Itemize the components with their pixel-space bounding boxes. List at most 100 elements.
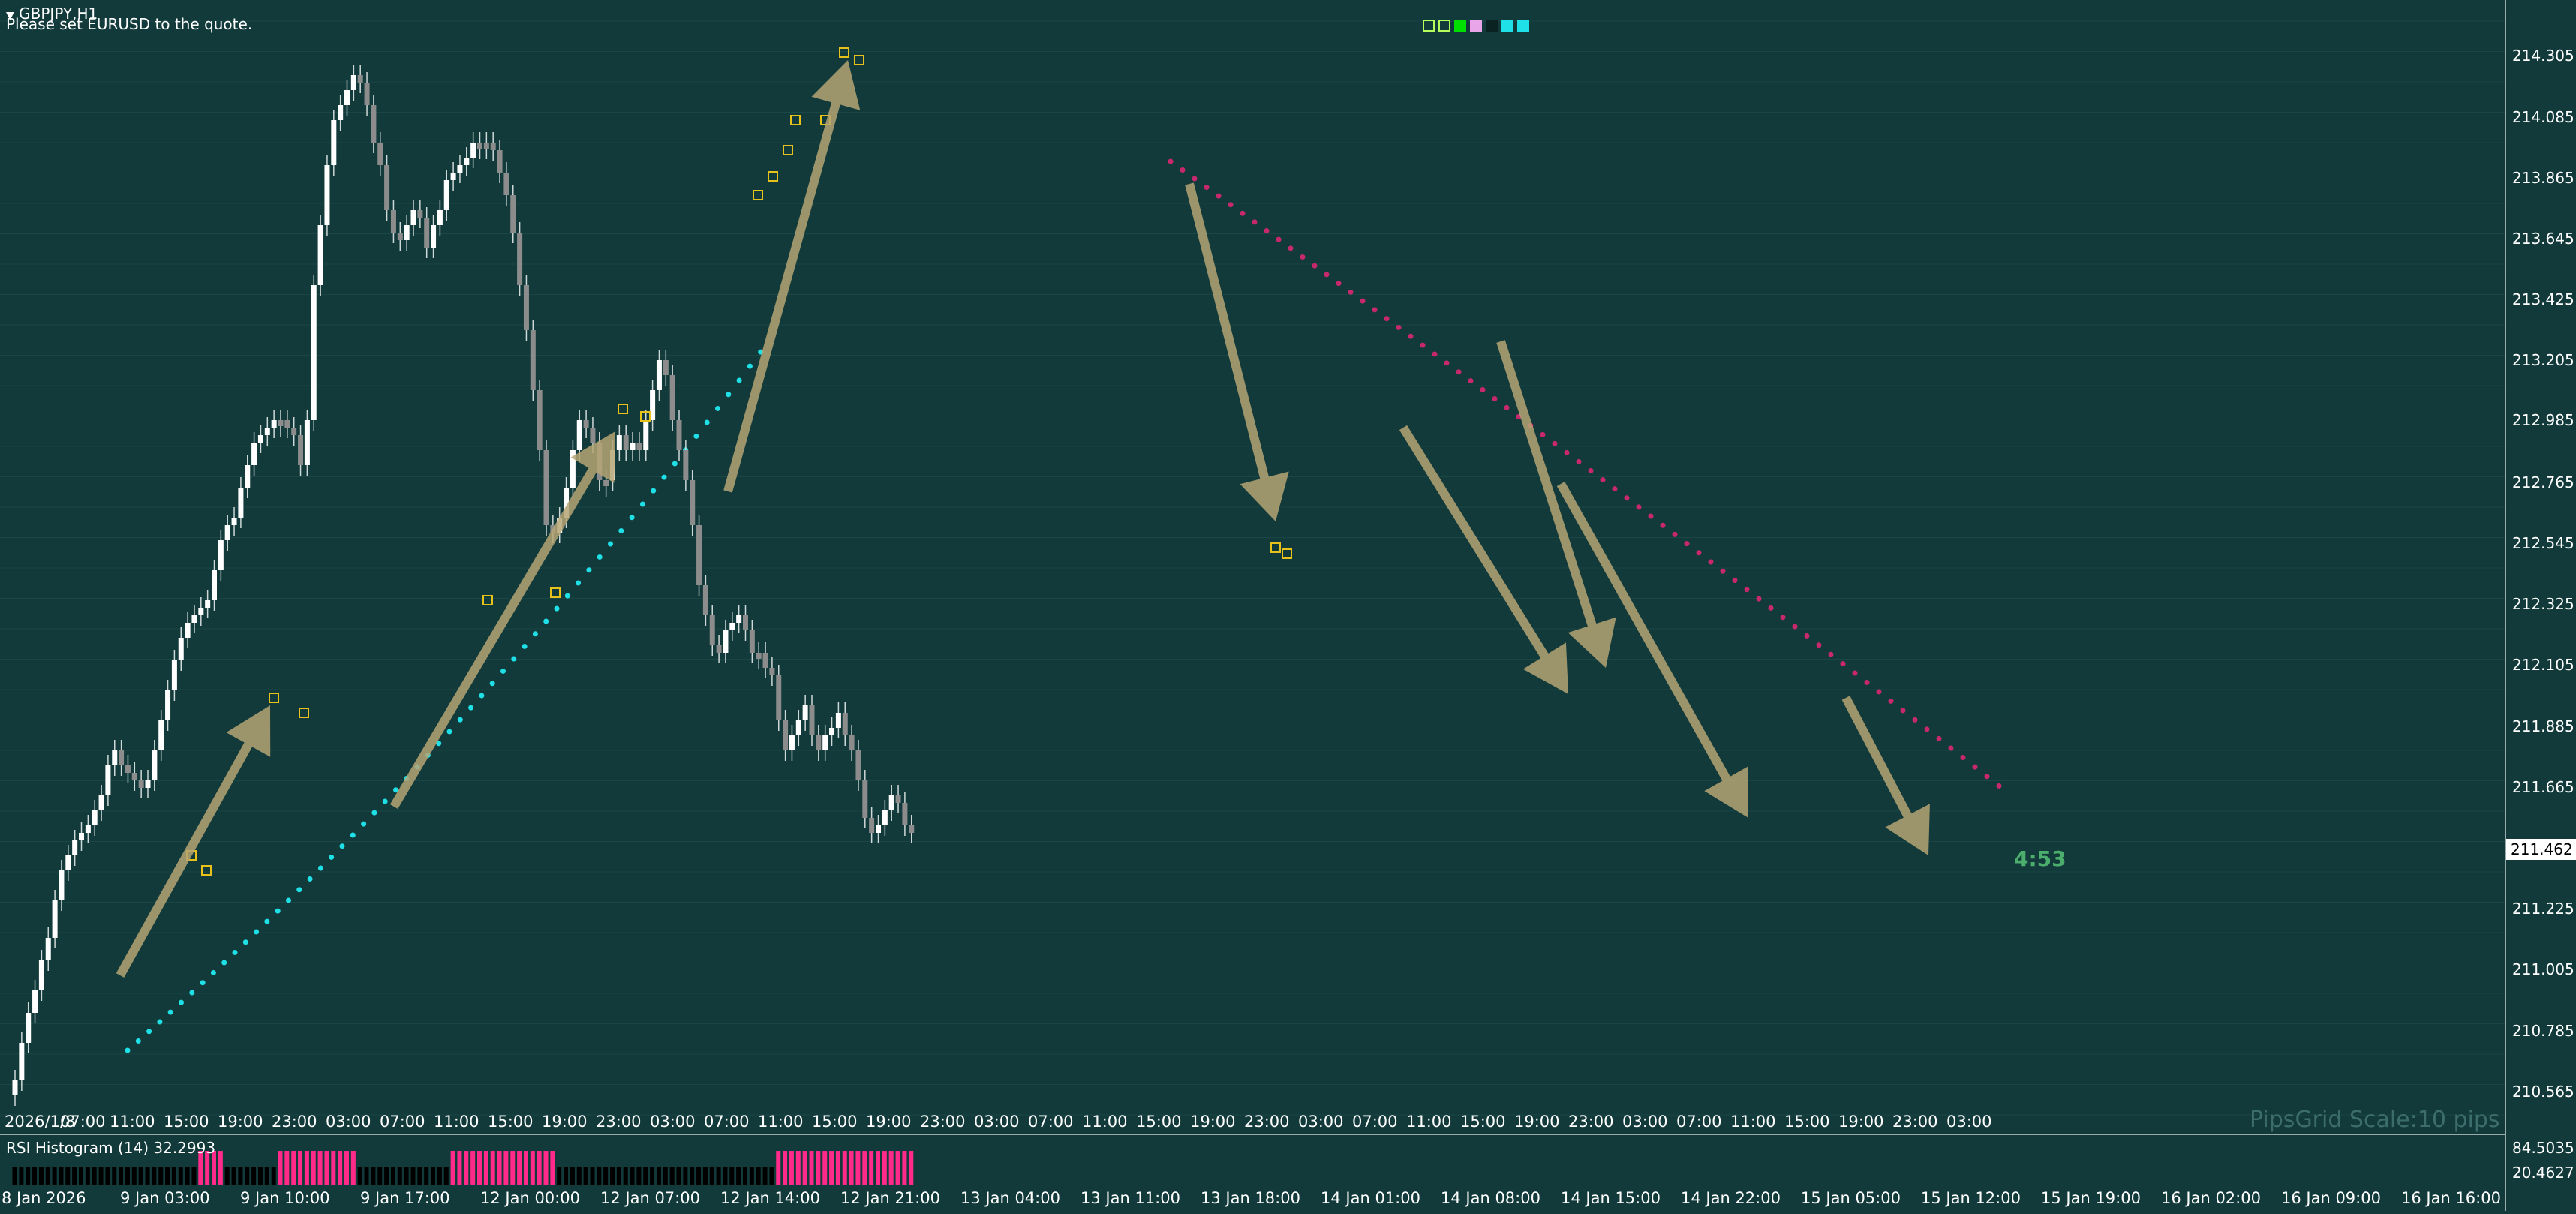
candle-body [257,435,263,443]
rsi-bar [729,1167,735,1185]
trail-dot [747,363,753,369]
trail-dot [307,876,313,882]
trail-dot [179,999,184,1005]
symbol-label[interactable]: ▼ GBPJPY,H1 [6,5,98,23]
bottom-time-label: 15 Jan 12:00 [1921,1189,2021,1207]
time-label: 15:00 [1460,1113,1506,1131]
rsi-bar [417,1167,422,1185]
candle-body [152,750,158,780]
trail-dot [146,1029,152,1035]
candle-body [643,420,649,450]
candle-body [470,143,476,158]
rsi-bar [663,1167,668,1185]
candle-body [616,435,622,450]
trail-dot [1480,387,1486,393]
candle-body [32,990,38,1013]
time-label: 03:00 [1946,1113,1992,1131]
trend-arrow [389,431,615,810]
rsi-bar [590,1167,595,1185]
rsi-bar [92,1167,97,1185]
rsi-bar [19,1167,24,1185]
trail-dot [1804,633,1810,639]
candle-body [729,623,735,630]
candle-body [895,795,901,803]
trail-dot [1372,307,1378,313]
rsi-bar [876,1151,880,1185]
rsi-bar [656,1167,661,1185]
trail-dot [1768,605,1774,611]
candle-body [119,750,125,765]
cross-icon[interactable] [1517,20,1529,32]
bottom-time-label: 16 Jan 02:00 [2161,1189,2261,1207]
signal-marker [1282,548,1292,559]
bottom-time-label: 9 Jan 10:00 [240,1189,330,1207]
rsi-bar [723,1167,728,1185]
rsi-bar [570,1167,575,1185]
candle-body [212,570,217,600]
candle-body [437,210,443,225]
candle-body [769,668,775,675]
rsi-axis-top: 84.5035 [2512,1139,2574,1157]
rsi-bar [278,1151,283,1185]
signal-marker [753,190,763,200]
trail-dot [1684,541,1690,547]
trail-dot [651,488,657,494]
signal-marker [482,595,493,605]
rsi-bar [85,1167,90,1185]
candle-body [630,443,636,450]
square-pink-icon[interactable] [1470,20,1482,32]
trail-dot [586,567,592,573]
rsi-bar [26,1167,31,1185]
lines-icon[interactable] [1501,20,1513,32]
candle-body [443,180,449,210]
trail-dot [1444,360,1450,366]
trail-dot [1408,333,1414,339]
candle-body [344,90,350,105]
rsi-bar [809,1151,814,1185]
rsi-bar [291,1151,296,1185]
trail-dot [350,832,356,838]
rsi-bar [503,1151,509,1185]
trail-dot [1288,245,1294,251]
time-label: 19:00 [1190,1113,1236,1131]
trail-dot [554,605,560,612]
rsi-bar [431,1167,436,1185]
candle-body [716,645,722,653]
trail-dot [1816,642,1822,648]
time-label: 11:00 [434,1113,479,1131]
rsi-bar [530,1151,535,1185]
time-label: 03:00 [650,1113,696,1131]
trail-dot [1864,679,1870,685]
rsi-bar [257,1167,263,1185]
bottom-time-label: 15 Jan 05:00 [1801,1189,1901,1207]
trail-dot [232,949,238,955]
rsi-bar [564,1167,569,1185]
candle-body [311,285,317,420]
collapse-triangle-icon[interactable]: ▼ [6,10,14,22]
rsi-bar [317,1151,323,1185]
rsi-bar [72,1167,77,1185]
candle-body [390,210,396,233]
rsi-bar [696,1167,702,1185]
candle-body [85,825,91,833]
rsi-bar [443,1167,449,1185]
time-label: 11:00 [110,1113,155,1131]
price-chart[interactable] [0,0,2505,1211]
square-outline-icon[interactable] [1438,20,1450,32]
rsi-bar [185,1167,190,1185]
square-filled-green-icon[interactable] [1454,20,1466,32]
square-outline-icon[interactable] [1423,20,1435,32]
signal-marker [640,411,651,422]
rsi-bar [119,1167,124,1185]
price-axis[interactable]: 214.305 214.085 213.865 213.645 213.425 213.2… [2505,0,2576,1211]
trend-arrows [116,60,1930,978]
candle-body [902,803,908,825]
price-label: 212.985 [2512,411,2574,429]
time-label: 15:00 [488,1113,534,1131]
candle-body [517,233,523,285]
square-dark-icon[interactable] [1486,20,1498,32]
trail-dot [1360,298,1366,304]
rsi-bar [616,1167,621,1185]
rsi-bar [795,1151,801,1185]
time-label: 15:00 [1784,1113,1830,1131]
